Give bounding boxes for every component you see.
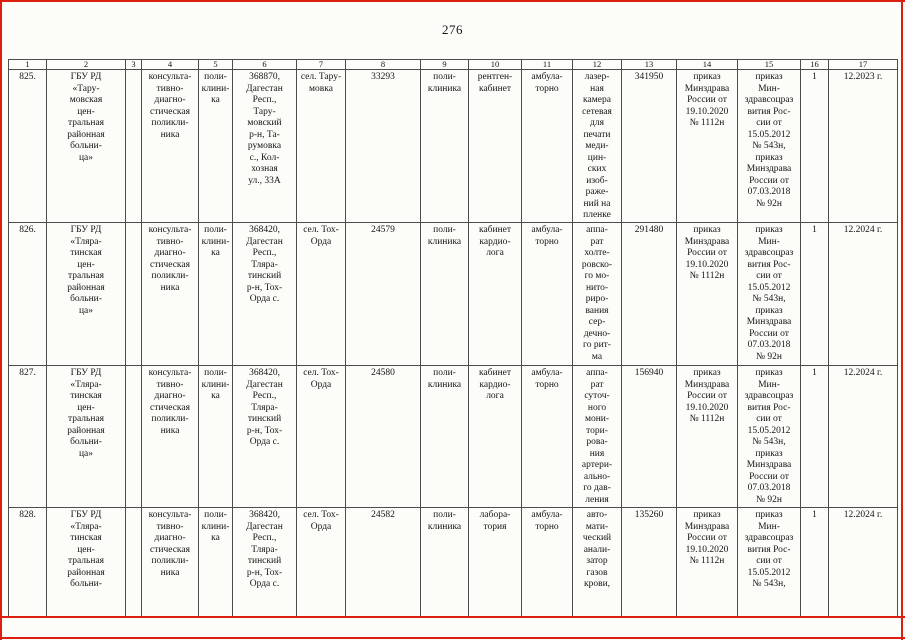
table-cell: 341950 [621,69,677,223]
column-number-cell: 2 [46,59,126,70]
table-cell: 135260 [621,507,677,618]
red-border-bottom-line [0,637,905,639]
column-number-cell: 15 [737,59,801,70]
column-number-cell: 9 [420,59,469,70]
table-cell [125,507,142,618]
table-cell: приказ Мин- здравсоцраз вития Рос- сии о… [737,365,801,508]
table-cell: 24579 [345,222,421,366]
table-cell: амбула- торно [521,365,573,508]
registry-body: 825. ГБУ РД «Тару- мовская цен- тральная … [8,69,898,618]
table-cell: сел. Тох- Орда [296,507,346,618]
table-cell: 291480 [621,222,677,366]
column-number-cell: 3 [125,59,142,70]
table-cell: 12.2024 г. [828,222,898,366]
column-number-cell: 16 [800,59,829,70]
table-cell: 368420, Дагестан Респ., Тляра- тинский р… [232,507,297,618]
table-cell: 826. [8,222,47,366]
table-cell: 828. [8,507,47,618]
table-cell: 12.2024 г. [828,507,898,618]
table-cell: приказ Минздрава России от 19.10.2020 № … [676,222,738,366]
table-cell: 156940 [621,365,677,508]
table-cell [125,365,142,508]
table-cell: приказ Мин- здравсоцраз вития Рос- сии о… [737,507,801,618]
table-cell: приказ Мин- здравсоцраз вития Рос- сии о… [737,222,801,366]
table-cell: 24582 [345,507,421,618]
table-cell: 24580 [345,365,421,508]
column-number-cell: 13 [621,59,677,70]
table-cell: 12.2024 г. [828,365,898,508]
table-cell: поли- клини- ка [198,222,233,366]
column-number-cell: 12 [572,59,622,70]
table-cell: консульта- тивно- диагно- стическая поли… [141,69,199,223]
table-cell: кабинет кардио- лога [468,222,522,366]
table-row: 826. ГБУ РД «Тляра- тинская цен- тральная… [8,222,898,366]
red-border-top-line [0,0,905,2]
table-cell: ГБУ РД «Тляра- тинская цен- тральная рай… [46,507,126,618]
column-number-cell: 4 [141,59,199,70]
column-number-cell: 8 [345,59,421,70]
table-cell: лазер- ная камера сетевая для печати мед… [572,69,622,223]
table-cell: приказ Мин- здравсоцраз вития Рос- сии о… [737,69,801,223]
page-number: 276 [442,22,463,37]
column-number-cell: 10 [468,59,522,70]
table-cell [125,222,142,366]
table-cell: поли- клиника [420,222,469,366]
table-row: 828. ГБУ РД «Тляра- тинская цен- тральная… [8,507,898,618]
table-cell: лабора- тория [468,507,522,618]
table-cell: поли- клини- ка [198,365,233,508]
table-cell: амбула- торно [521,222,573,366]
table-cell: 12.2023 г. [828,69,898,223]
table-cell: 825. [8,69,47,223]
column-number-row: 1 2 3 4 5 6 7 8 9 10 11 12 13 14 15 16 17 [8,59,898,70]
table-cell: поли- клиника [420,365,469,508]
table-cell: амбула- торно [521,507,573,618]
table-cell: консульта- тивно- диагно- стическая поли… [141,222,199,366]
table-cell: поли- клини- ка [198,69,233,223]
table-cell: кабинет кардио- лога [468,365,522,508]
red-border-right-line [901,0,903,640]
column-number-cell: 7 [296,59,346,70]
registry-table: 1 2 3 4 5 6 7 8 9 10 11 12 13 14 15 16 17 825. ГБУ РД «Та… [8,59,898,618]
column-number-cell: 1 [8,59,47,70]
column-number-cell: 14 [676,59,738,70]
table-cell: аппа- рат холте- ровско- го мо- нито- ри… [572,222,622,366]
table-cell: поли- клини- ка [198,507,233,618]
table-cell: 368420, Дагестан Респ., Тляра- тинский р… [232,365,297,508]
table-row: 825. ГБУ РД «Тару- мовская цен- тральная … [8,69,898,223]
table-cell: 1 [800,507,829,618]
table-cell: поли- клиника [420,69,469,223]
table-cell: амбула- торно [521,69,573,223]
table-cell: 368420, Дагестан Респ., Тляра- тинский р… [232,222,297,366]
table-cell: консульта- тивно- диагно- стическая поли… [141,365,199,508]
table-cell: 827. [8,365,47,508]
table-cell: приказ Минздрава России от 19.10.2020 № … [676,507,738,618]
table-cell: сел. Тох- Орда [296,222,346,366]
table-cell: авто- мати- ческий анали- затор газов кр… [572,507,622,618]
table-cell: 33293 [345,69,421,223]
column-number-cell: 17 [828,59,898,70]
table-cell: ГБУ РД «Тару- мовская цен- тральная райо… [46,69,126,223]
table-cell: приказ Минздрава России от 19.10.2020 № … [676,365,738,508]
column-number-cell: 11 [521,59,573,70]
table-cell [125,69,142,223]
table-cell: поли- клиника [420,507,469,618]
red-border-left-line [0,0,2,640]
table-cell: сел. Тох- Орда [296,365,346,508]
column-number-cell: 5 [198,59,233,70]
table-cell: аппа- рат суточ- ного мони- тори- рова- … [572,365,622,508]
table-cell: 1 [800,365,829,508]
table-cell: сел. Тару- мовка [296,69,346,223]
table-cell: консульта- тивно- диагно- стическая поли… [141,507,199,618]
column-number-cell: 6 [232,59,297,70]
table-cell: приказ Минздрава России от 19.10.2020 № … [676,69,738,223]
red-cut-line [0,616,905,618]
table-cell: ГБУ РД «Тляра- тинская цен- тральная рай… [46,365,126,508]
table-cell: 1 [800,222,829,366]
table-cell: 368870, Дагестан Респ., Тару- мовский р-… [232,69,297,223]
table-cell: рентген- кабинет [468,69,522,223]
table-row: 827. ГБУ РД «Тляра- тинская цен- тральная… [8,365,898,508]
table-cell: 1 [800,69,829,223]
table-cell: ГБУ РД «Тляра- тинская цен- тральная рай… [46,222,126,366]
